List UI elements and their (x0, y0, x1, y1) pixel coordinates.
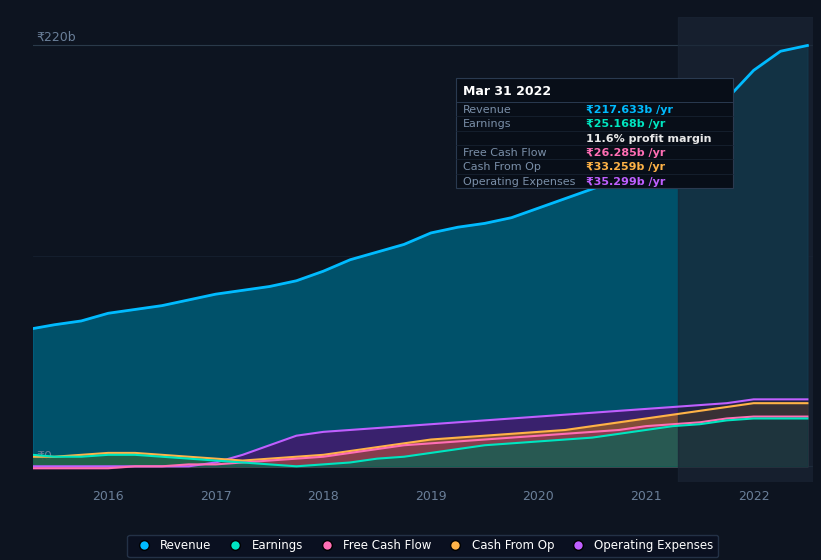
Text: Operating Expenses: Operating Expenses (463, 176, 576, 186)
Legend: Revenue, Earnings, Free Cash Flow, Cash From Op, Operating Expenses: Revenue, Earnings, Free Cash Flow, Cash … (127, 535, 718, 557)
Text: ₹26.285b /yr: ₹26.285b /yr (586, 148, 666, 158)
Text: Revenue: Revenue (463, 105, 511, 115)
Text: Cash From Op: Cash From Op (463, 162, 541, 172)
Text: ₹217.633b /yr: ₹217.633b /yr (586, 105, 673, 115)
Text: Mar 31 2022: Mar 31 2022 (463, 85, 551, 98)
Text: 11.6% profit margin: 11.6% profit margin (586, 134, 712, 143)
Text: ₹25.168b /yr: ₹25.168b /yr (586, 119, 666, 129)
Text: ₹33.259b /yr: ₹33.259b /yr (586, 162, 666, 172)
Bar (678, 17, 813, 482)
Text: Earnings: Earnings (463, 119, 511, 129)
Text: Free Cash Flow: Free Cash Flow (463, 148, 547, 158)
Text: ₹0: ₹0 (37, 450, 53, 463)
Text: ₹220b: ₹220b (37, 31, 76, 44)
Text: ₹35.299b /yr: ₹35.299b /yr (586, 176, 666, 186)
